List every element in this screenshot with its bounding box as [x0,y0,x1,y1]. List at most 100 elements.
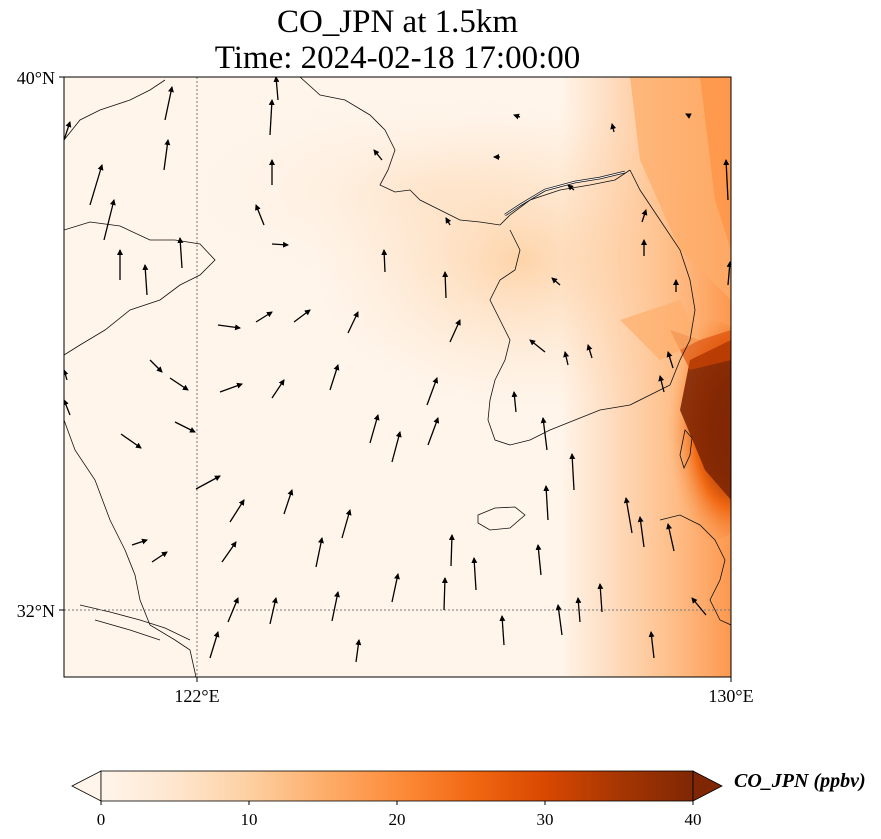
wind-arrow [499,615,506,646]
concentration-field [64,77,731,677]
lon-tick-130e: 130°E [708,686,753,706]
wind-arrow [315,537,324,568]
wind-arrow [255,311,273,323]
colorbar-tick-40: 40 [685,810,702,829]
wind-arrow [329,364,340,391]
wind-arrow [89,164,104,206]
wind-arrow [369,414,380,444]
lat-tick-32n: 32°N [17,601,55,621]
colorbar-tick-0: 0 [97,810,106,829]
liaodong-coast [299,77,631,226]
korea-west-coast [487,229,671,446]
wind-arrow [511,391,518,413]
lon-tick-122e: 122°E [174,686,219,706]
wind-arrow [64,121,72,141]
wind-arrow [293,309,311,323]
jeju-island [477,506,526,531]
colorbar-extend-low [71,770,102,802]
wind-arrow [271,379,285,399]
wind-arrow [347,311,359,334]
wind-arrow [610,123,617,133]
wind-arrow [142,264,149,296]
wind-arrow [427,417,440,446]
wind-arrow [529,339,546,353]
colorbar-label: CO_JPN (ppbv) [734,770,866,792]
wind-arrow [441,577,448,611]
title-line-1: CO_JPN at 1.5km [276,4,519,40]
wind-arrow [151,551,168,563]
korea-east-coast [629,169,696,386]
wind-arrow [551,277,561,286]
wind-arrow [732,110,740,130]
wind-arrow [177,237,184,269]
colorbar-tick-10: 10 [241,810,258,829]
wind-arrow [641,209,648,223]
colorbar-tick-30: 30 [537,810,554,829]
wind-vectors [64,77,740,663]
lat-tick-40n: 40°N [17,68,55,88]
wind-arrow [355,639,362,663]
wind-arrow [273,77,280,101]
wind-arrow [723,159,730,201]
wind-arrow [149,359,163,373]
wind-arrow [569,453,576,491]
wind-arrow [391,431,402,463]
title-line-2: Time: 2024-02-18 17:00:00 [214,40,581,76]
wind-arrow [471,557,478,591]
wind-arrow [648,631,655,659]
china-coast [64,79,216,677]
kyushu-coast [659,514,731,626]
wind-arrow [535,544,542,576]
wind-arrow [586,344,593,359]
wind-arrow [658,375,665,393]
gridlines [64,77,731,677]
wind-arrow [563,351,570,366]
wind-arrow [567,184,575,191]
coastlines [64,77,731,677]
colorbar: 0 10 20 30 40 CO_JPN (ppbv) [71,770,866,829]
wind-arrow [540,417,548,451]
wind-arrow [666,523,675,552]
wind-arrow [229,499,245,523]
wind-arrow [726,261,731,286]
wind-arrow [209,631,220,659]
wind-arrow [555,604,563,636]
wind-arrow [174,421,196,433]
wind-arrow [543,485,550,521]
wind-arrow [449,319,461,343]
wind-arrow [331,591,340,622]
wind-arrow [513,113,521,120]
wind-arrow [575,597,582,623]
wind-arrow [391,573,400,603]
wind-arrow [268,99,275,136]
wind-arrow [341,509,352,539]
wind-arrow [381,249,388,273]
wind-arrow [666,351,674,369]
wind-arrow [131,538,148,546]
wind-arrow [169,377,189,391]
wind-arrow [623,497,633,534]
wind-arrow [217,324,241,331]
wind-arrow [163,139,171,171]
wind-arrow [221,541,237,563]
wind-arrow [373,149,383,161]
tsushima-island [679,429,693,470]
wind-arrow [219,382,243,393]
wind-arrow [691,597,707,616]
wind-arrow [283,489,294,515]
wind-arrow [195,475,221,490]
wind-arrow [426,377,439,406]
wind-arrow [685,113,692,119]
wind-arrow [271,241,289,248]
colorbar-tick-20: 20 [389,810,406,829]
wind-arrow [64,399,71,416]
wind-arrow [103,199,116,241]
wind-arrow [597,583,604,613]
wind-arrow [164,86,174,121]
wind-arrow [120,433,142,449]
wind-arrow [227,597,239,623]
axis-ticks [59,76,732,682]
wind-arrow [442,271,449,299]
colorbar-body [100,770,694,802]
